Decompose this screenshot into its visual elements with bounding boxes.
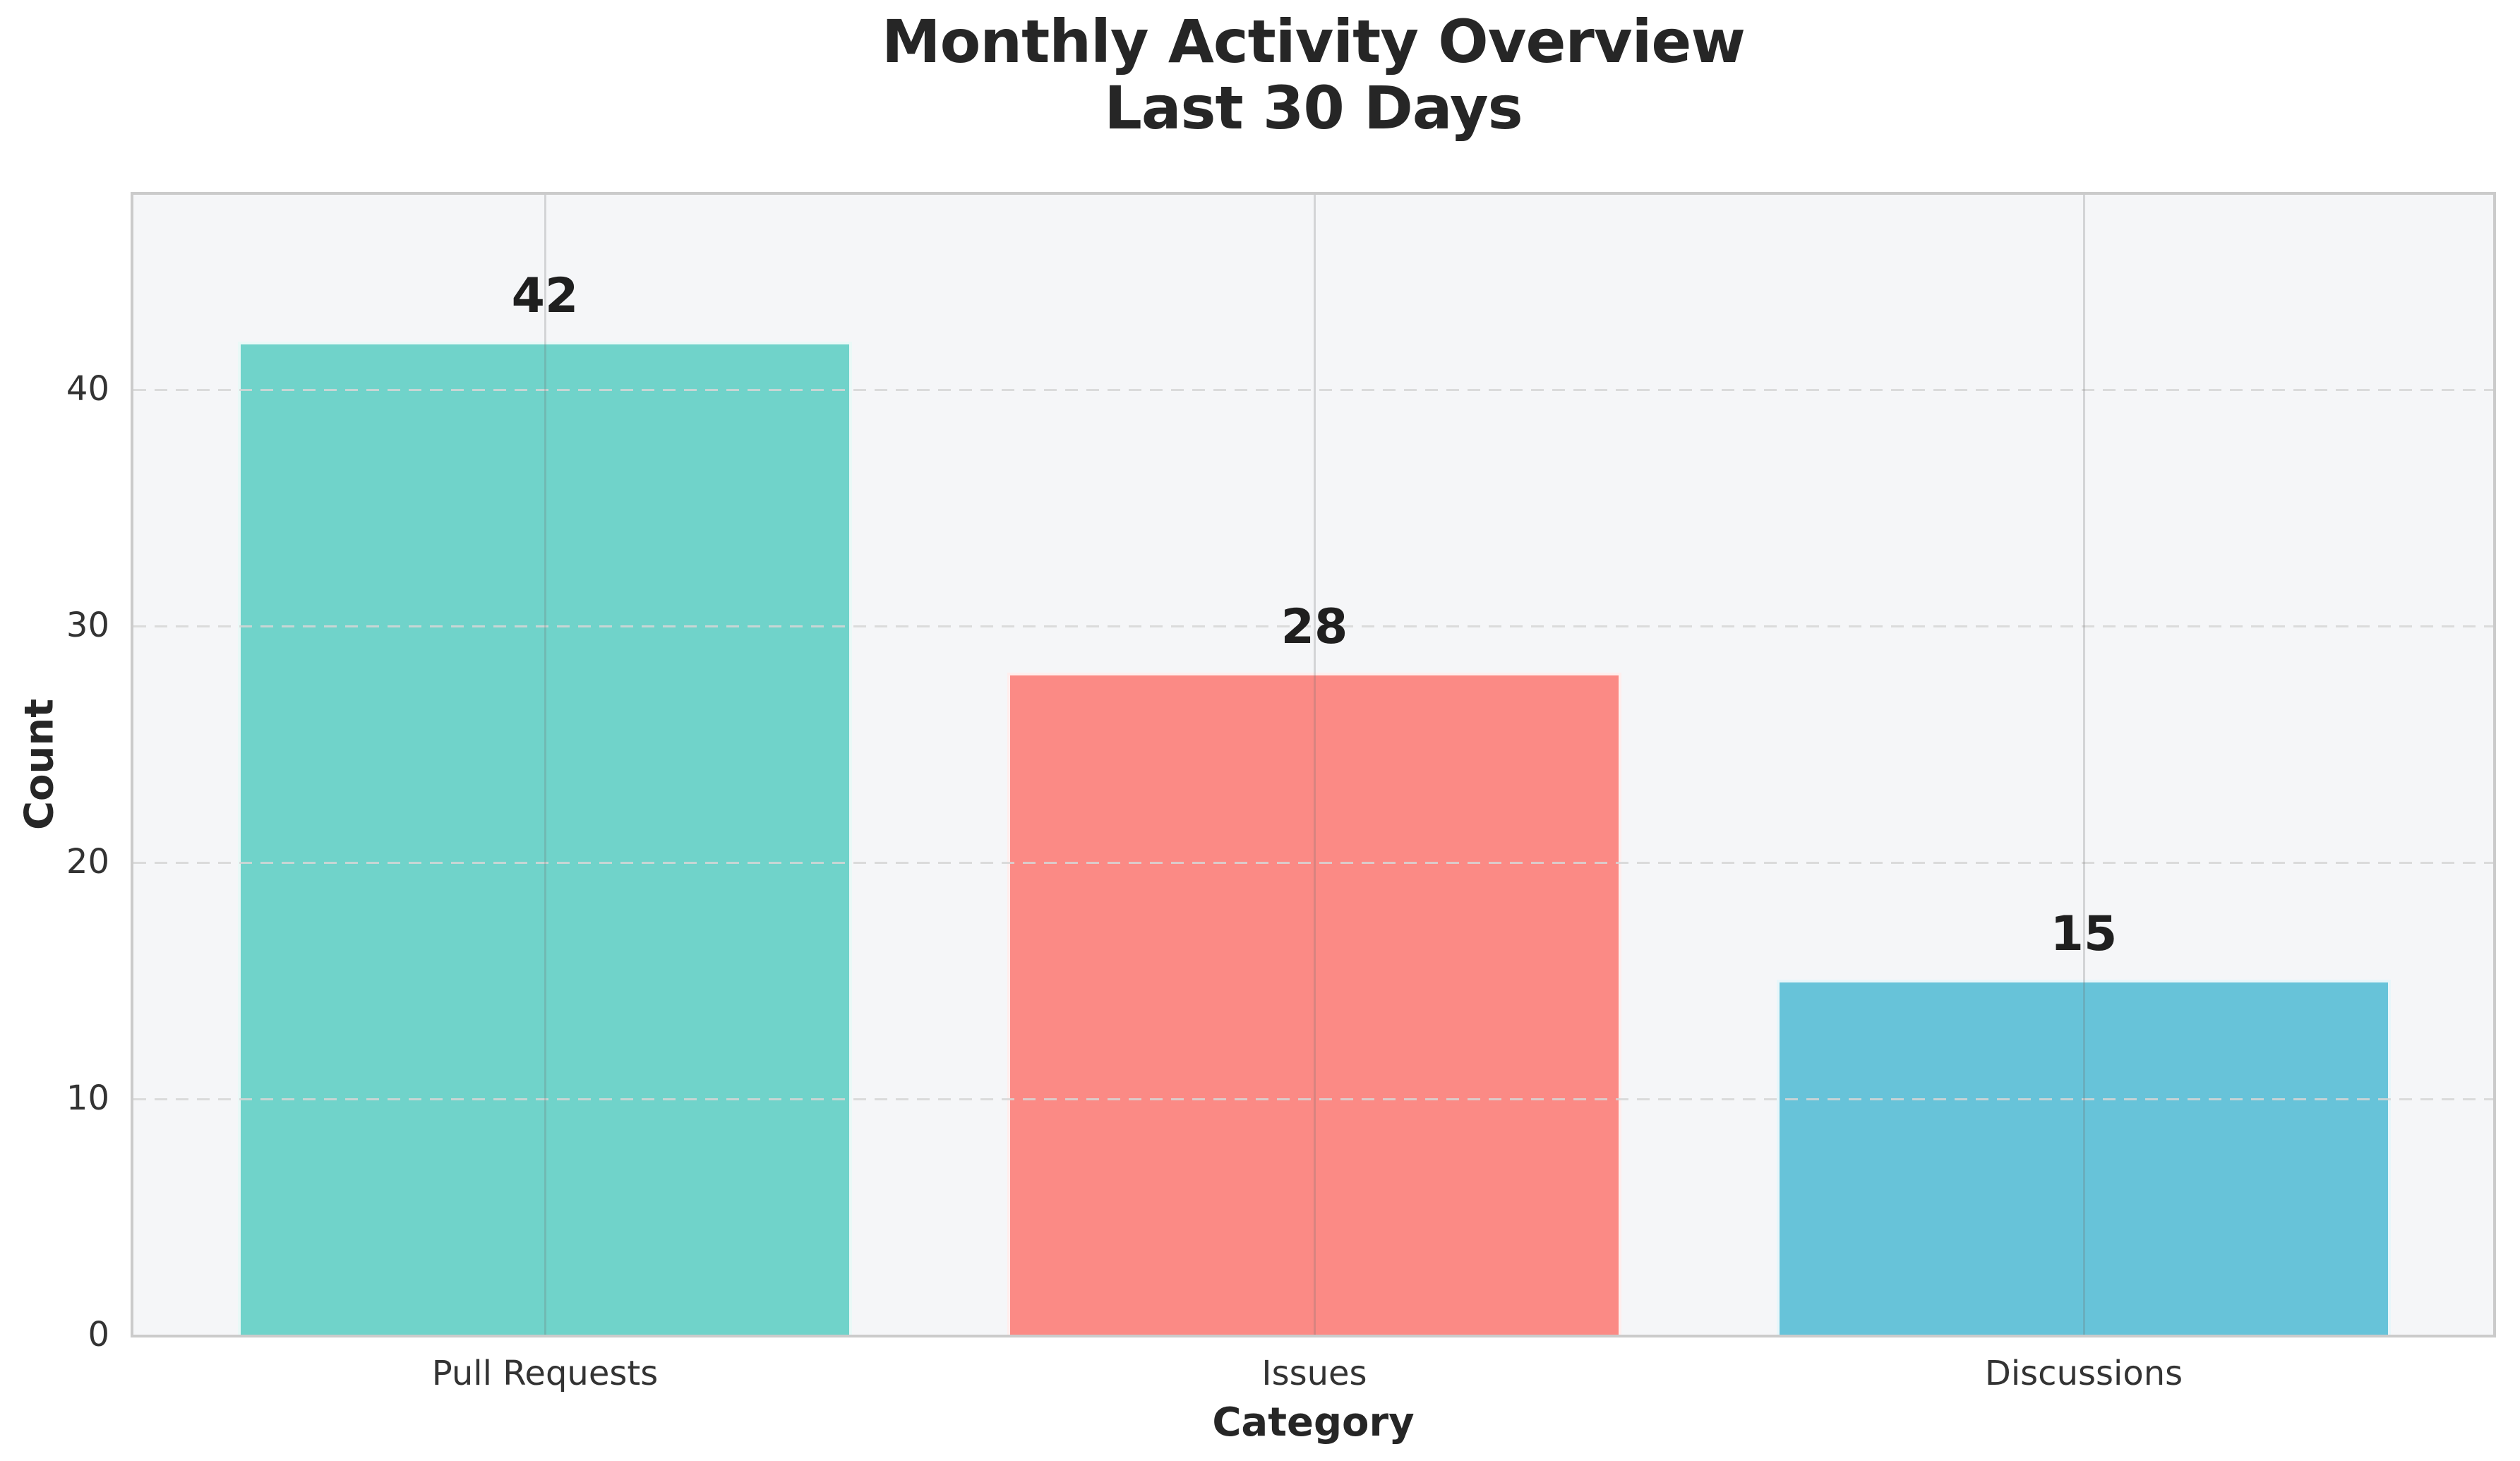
xtick-label-issues: Issues (1261, 1354, 1367, 1393)
chart-subtitle: Last 30 Days (1104, 73, 1523, 143)
bar-issues (1007, 672, 1621, 1335)
value-label-issues: 28 (1280, 599, 1348, 655)
vgridline-discussions (2083, 195, 2085, 1335)
chart-title: Monthly Activity Overview (882, 7, 1746, 76)
hgridline-y30 (133, 625, 2493, 627)
ytick-label-20: 20 (66, 841, 109, 882)
xtick-label-pull-requests: Pull Requests (431, 1354, 659, 1393)
bar-discussions (1777, 980, 2391, 1335)
hgridline-y20 (133, 861, 2493, 864)
x-axis-label: Category (1212, 1400, 1415, 1445)
ytick-label-10: 10 (66, 1078, 109, 1118)
value-label-pull-requests: 42 (511, 267, 579, 324)
ytick-label-0: 0 (88, 1315, 109, 1354)
vgridline-pull-requests (544, 195, 546, 1335)
ytick-label-40: 40 (66, 368, 109, 409)
hgridline-y10 (133, 1098, 2493, 1100)
vgridline-issues (1314, 195, 1316, 1335)
bar-pull-requests (238, 341, 852, 1335)
ytick-label-30: 30 (66, 605, 109, 645)
value-label-discussions: 15 (2050, 906, 2118, 963)
xtick-label-discussions: Discussions (1984, 1354, 2183, 1393)
chart-title-block: Monthly Activity Overview Last 30 Days (131, 8, 2496, 141)
plot-area: 42 28 15 (131, 192, 2496, 1337)
y-axis-label: Count (16, 698, 63, 831)
hgridline-y40 (133, 388, 2493, 391)
